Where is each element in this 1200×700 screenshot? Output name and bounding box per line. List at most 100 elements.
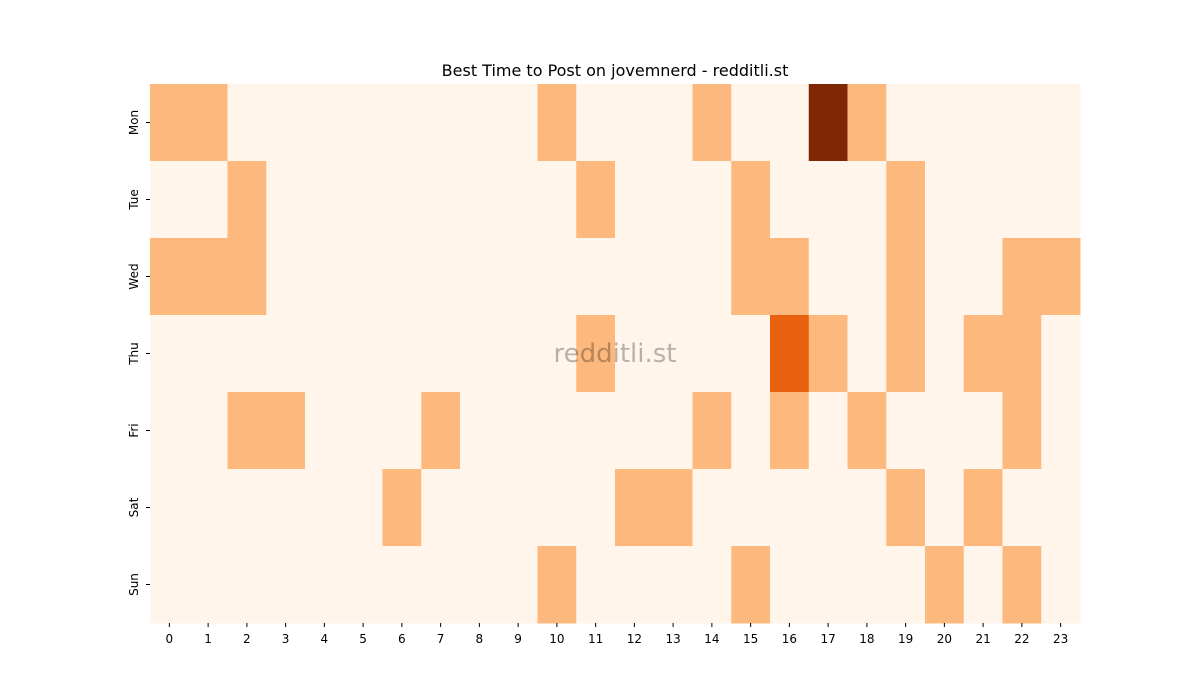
- heatmap-cell-fri-2: [227, 392, 267, 470]
- heatmap-cell-fri-12: [615, 392, 655, 470]
- heatmap-cell-wed-12: [615, 238, 655, 316]
- x-tick-label: 7: [437, 632, 445, 646]
- heatmap-cell-mon-19: [886, 84, 926, 162]
- x-tick-label: 1: [204, 632, 212, 646]
- y-tick-label: Thu: [127, 342, 141, 366]
- heatmap-cell-wed-9: [498, 238, 538, 316]
- heatmap-cell-fri-11: [576, 392, 616, 470]
- heatmap-cell-wed-22: [1002, 238, 1042, 316]
- heatmap-cell-sat-13: [653, 469, 693, 547]
- x-tick-label: 22: [1014, 632, 1029, 646]
- heatmap-cell-fri-4: [305, 392, 345, 470]
- y-tick-label: Tue: [127, 189, 141, 211]
- y-tick-label: Sat: [127, 497, 141, 517]
- heatmap-cell-sat-16: [770, 469, 810, 547]
- x-tick-label: 5: [359, 632, 367, 646]
- heatmap-cell-sun-19: [886, 546, 926, 624]
- y-tick-label: Sun: [127, 573, 141, 596]
- heatmap-cell-mon-20: [925, 84, 965, 162]
- heatmap-cell-tue-5: [343, 161, 383, 239]
- heatmap-cell-thu-4: [305, 315, 345, 393]
- x-tick-label: 11: [588, 632, 603, 646]
- heatmap-cell-sun-6: [382, 546, 422, 624]
- heatmap-cell-wed-4: [305, 238, 345, 316]
- heatmap-cell-sat-1: [188, 469, 228, 547]
- heatmap-cell-sat-5: [343, 469, 383, 547]
- heatmap-cell-tue-14: [692, 161, 732, 239]
- x-tick-label: 0: [166, 632, 174, 646]
- heatmap-cell-thu-13: [653, 315, 693, 393]
- heatmap-cell-sun-8: [460, 546, 500, 624]
- heatmap-cells: [150, 84, 1081, 624]
- heatmap-cell-sun-13: [653, 546, 693, 624]
- heatmap-cell-sat-20: [925, 469, 965, 547]
- heatmap-cell-sat-19: [886, 469, 926, 547]
- heatmap-cell-mon-7: [421, 84, 461, 162]
- heatmap-cell-tue-12: [615, 161, 655, 239]
- heatmap-cell-fri-7: [421, 392, 461, 470]
- heatmap-cell-sun-20: [925, 546, 965, 624]
- heatmap-cell-thu-19: [886, 315, 926, 393]
- heatmap-cell-mon-0: [150, 84, 190, 162]
- heatmap-cell-sun-15: [731, 546, 771, 624]
- x-tick-label: 9: [514, 632, 522, 646]
- heatmap-cell-mon-18: [847, 84, 887, 162]
- heatmap-cell-mon-23: [1041, 84, 1081, 162]
- heatmap-cell-wed-7: [421, 238, 461, 316]
- heatmap-cell-thu-3: [266, 315, 306, 393]
- heatmap-cell-sun-4: [305, 546, 345, 624]
- heatmap-cell-mon-22: [1002, 84, 1042, 162]
- heatmap-cell-fri-22: [1002, 392, 1042, 470]
- heatmap-cell-tue-7: [421, 161, 461, 239]
- heatmap-cell-fri-23: [1041, 392, 1081, 470]
- heatmap-cell-sat-7: [421, 469, 461, 547]
- x-tick-label: 12: [627, 632, 642, 646]
- heatmap-cell-tue-20: [925, 161, 965, 239]
- heatmap-cell-fri-0: [150, 392, 190, 470]
- heatmap-cell-tue-0: [150, 161, 190, 239]
- heatmap-cell-wed-15: [731, 238, 771, 316]
- heatmap-cell-fri-10: [537, 392, 577, 470]
- heatmap-cell-sat-12: [615, 469, 655, 547]
- heatmap-cell-sat-8: [460, 469, 500, 547]
- heatmap-cell-mon-5: [343, 84, 383, 162]
- x-tick-label: 10: [549, 632, 564, 646]
- heatmap-cell-fri-3: [266, 392, 306, 470]
- heatmap-cell-mon-2: [227, 84, 267, 162]
- heatmap-cell-fri-15: [731, 392, 771, 470]
- heatmap-cell-wed-23: [1041, 238, 1081, 316]
- heatmap-cell-sat-4: [305, 469, 345, 547]
- heatmap-cell-mon-4: [305, 84, 345, 162]
- heatmap-cell-tue-17: [808, 161, 848, 239]
- heatmap-cell-sat-15: [731, 469, 771, 547]
- heatmap-cell-mon-1: [188, 84, 228, 162]
- heatmap-cell-wed-18: [847, 238, 887, 316]
- heatmap-cell-thu-10: [537, 315, 577, 393]
- heatmap-cell-sat-14: [692, 469, 732, 547]
- x-axis: 0 1 2 3 4 5 6 7 8 9 10 11 12 13 14 15 16 17 18 19 20 21 22 23: [166, 623, 1068, 646]
- y-tick-label: Mon: [127, 110, 141, 135]
- heatmap-cell-sat-21: [963, 469, 1003, 547]
- heatmap-cell-sun-23: [1041, 546, 1081, 624]
- heatmap-cell-thu-8: [460, 315, 500, 393]
- x-tick-label: 8: [476, 632, 484, 646]
- heatmap-cell-sun-16: [770, 546, 810, 624]
- heatmap-cell-wed-19: [886, 238, 926, 316]
- heatmap-cell-sun-14: [692, 546, 732, 624]
- heatmap-cell-wed-10: [537, 238, 577, 316]
- heatmap-cell-mon-11: [576, 84, 616, 162]
- heatmap-cell-mon-10: [537, 84, 577, 162]
- x-tick-label: 6: [398, 632, 406, 646]
- heatmap-cell-wed-5: [343, 238, 383, 316]
- heatmap-cell-fri-19: [886, 392, 926, 470]
- heatmap-cell-tue-4: [305, 161, 345, 239]
- heatmap-cell-tue-11: [576, 161, 616, 239]
- heatmap-cell-sun-12: [615, 546, 655, 624]
- heatmap-cell-mon-9: [498, 84, 538, 162]
- heatmap-cell-tue-16: [770, 161, 810, 239]
- heatmap-cell-tue-18: [847, 161, 887, 239]
- heatmap-cell-sun-11: [576, 546, 616, 624]
- heatmap-cell-mon-12: [615, 84, 655, 162]
- heatmap-cell-wed-20: [925, 238, 965, 316]
- y-tick-label: Wed: [127, 263, 141, 289]
